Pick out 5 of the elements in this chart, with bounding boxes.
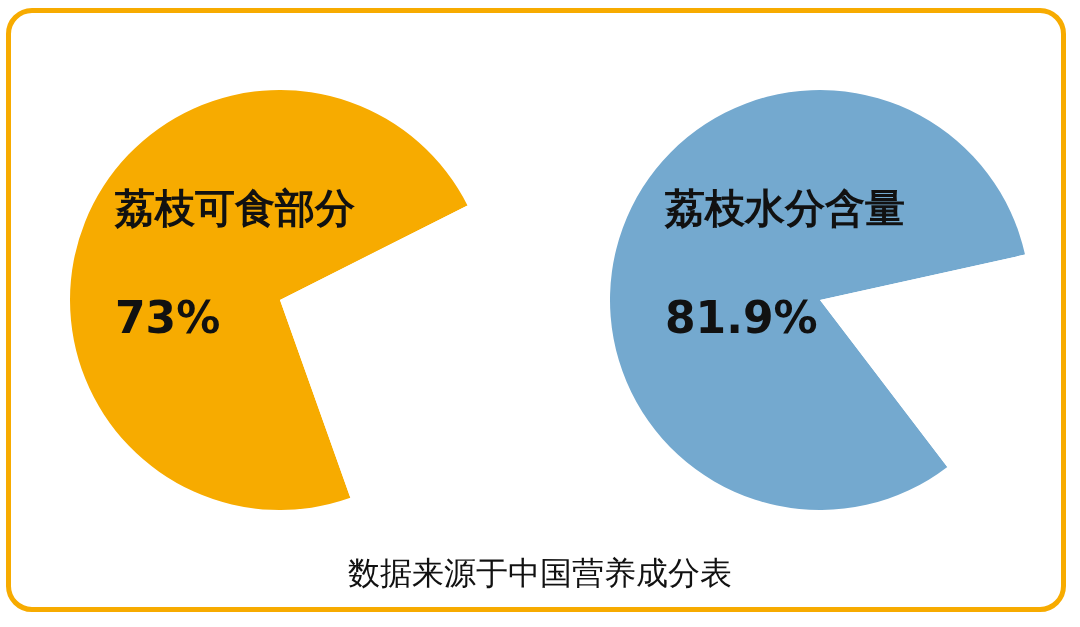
data-label: 81.9% xyxy=(665,292,818,343)
text: 数据来源于中国营养成分表 xyxy=(347,553,733,594)
data-label: 73% xyxy=(115,292,221,343)
slice-label: 荔枝可食部分 xyxy=(114,185,355,231)
slice-label: 荔枝水分含量 xyxy=(664,185,905,231)
